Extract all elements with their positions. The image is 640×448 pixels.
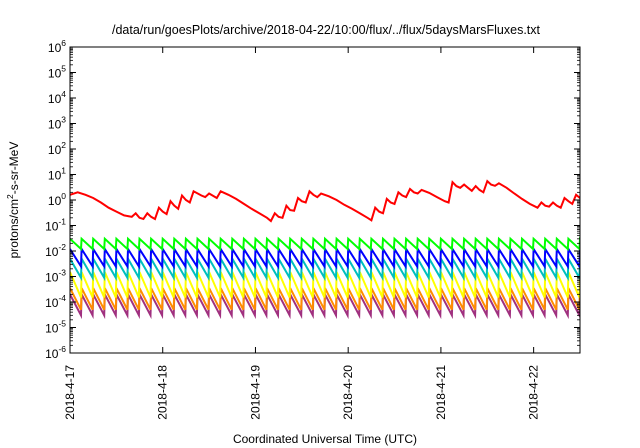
y-axis-label: protons/cm2-s-sr-MeV — [5, 142, 21, 259]
y-axis-label-rest: -s-sr-MeV — [7, 142, 21, 195]
x-tick-label: 2018-4-21 — [434, 365, 448, 420]
y-tick-label: 103 — [48, 115, 66, 132]
series-line-green — [70, 236, 580, 252]
x-tick-label: 2018-4-19 — [248, 365, 262, 420]
y-tick-label: 100 — [48, 191, 66, 208]
chart-title: /data/run/goesPlots/archive/2018-04-22/1… — [112, 23, 541, 37]
y-axis-label-sup: 2 — [5, 194, 15, 199]
x-axis-label: Coordinated Universal Time (UTC) — [233, 432, 417, 446]
y-axis-label-base: protons/cm — [7, 199, 21, 258]
y-tick-label: 105 — [48, 64, 66, 81]
series-line-blue — [70, 245, 580, 270]
y-tick-label: 10-4 — [45, 293, 66, 310]
y-tick-label: 101 — [48, 166, 66, 183]
x-axis-ticks: 2018-4-17 2018-4-18 2018-4-19 2018-4-20 2018… — [63, 47, 541, 420]
x-tick-label: 2018-4-18 — [156, 365, 170, 420]
x-tick-label: 2018-4-20 — [341, 365, 355, 420]
y-tick-label: 104 — [48, 89, 66, 106]
y-tick-label: 10-3 — [45, 268, 66, 285]
series-line-red — [70, 179, 580, 223]
y-tick-label: 102 — [48, 140, 66, 157]
x-tick-label: 2018-4-22 — [527, 365, 541, 420]
plot-area — [69, 46, 581, 354]
series-layer — [70, 179, 580, 320]
y-tick-label: 10-1 — [45, 217, 66, 234]
y-axis-ticks: 10-6 10-5 10-4 10-3 10-2 10-1 100 101 102 103 104 1… — [45, 38, 580, 361]
y-tick-label: 10-2 — [45, 242, 66, 259]
y-tick-label: 10-5 — [45, 319, 66, 336]
x-tick-label: 2018-4-17 — [63, 365, 77, 420]
y-tick-label: 106 — [48, 38, 66, 55]
y-tick-label: 10-6 — [45, 344, 66, 361]
